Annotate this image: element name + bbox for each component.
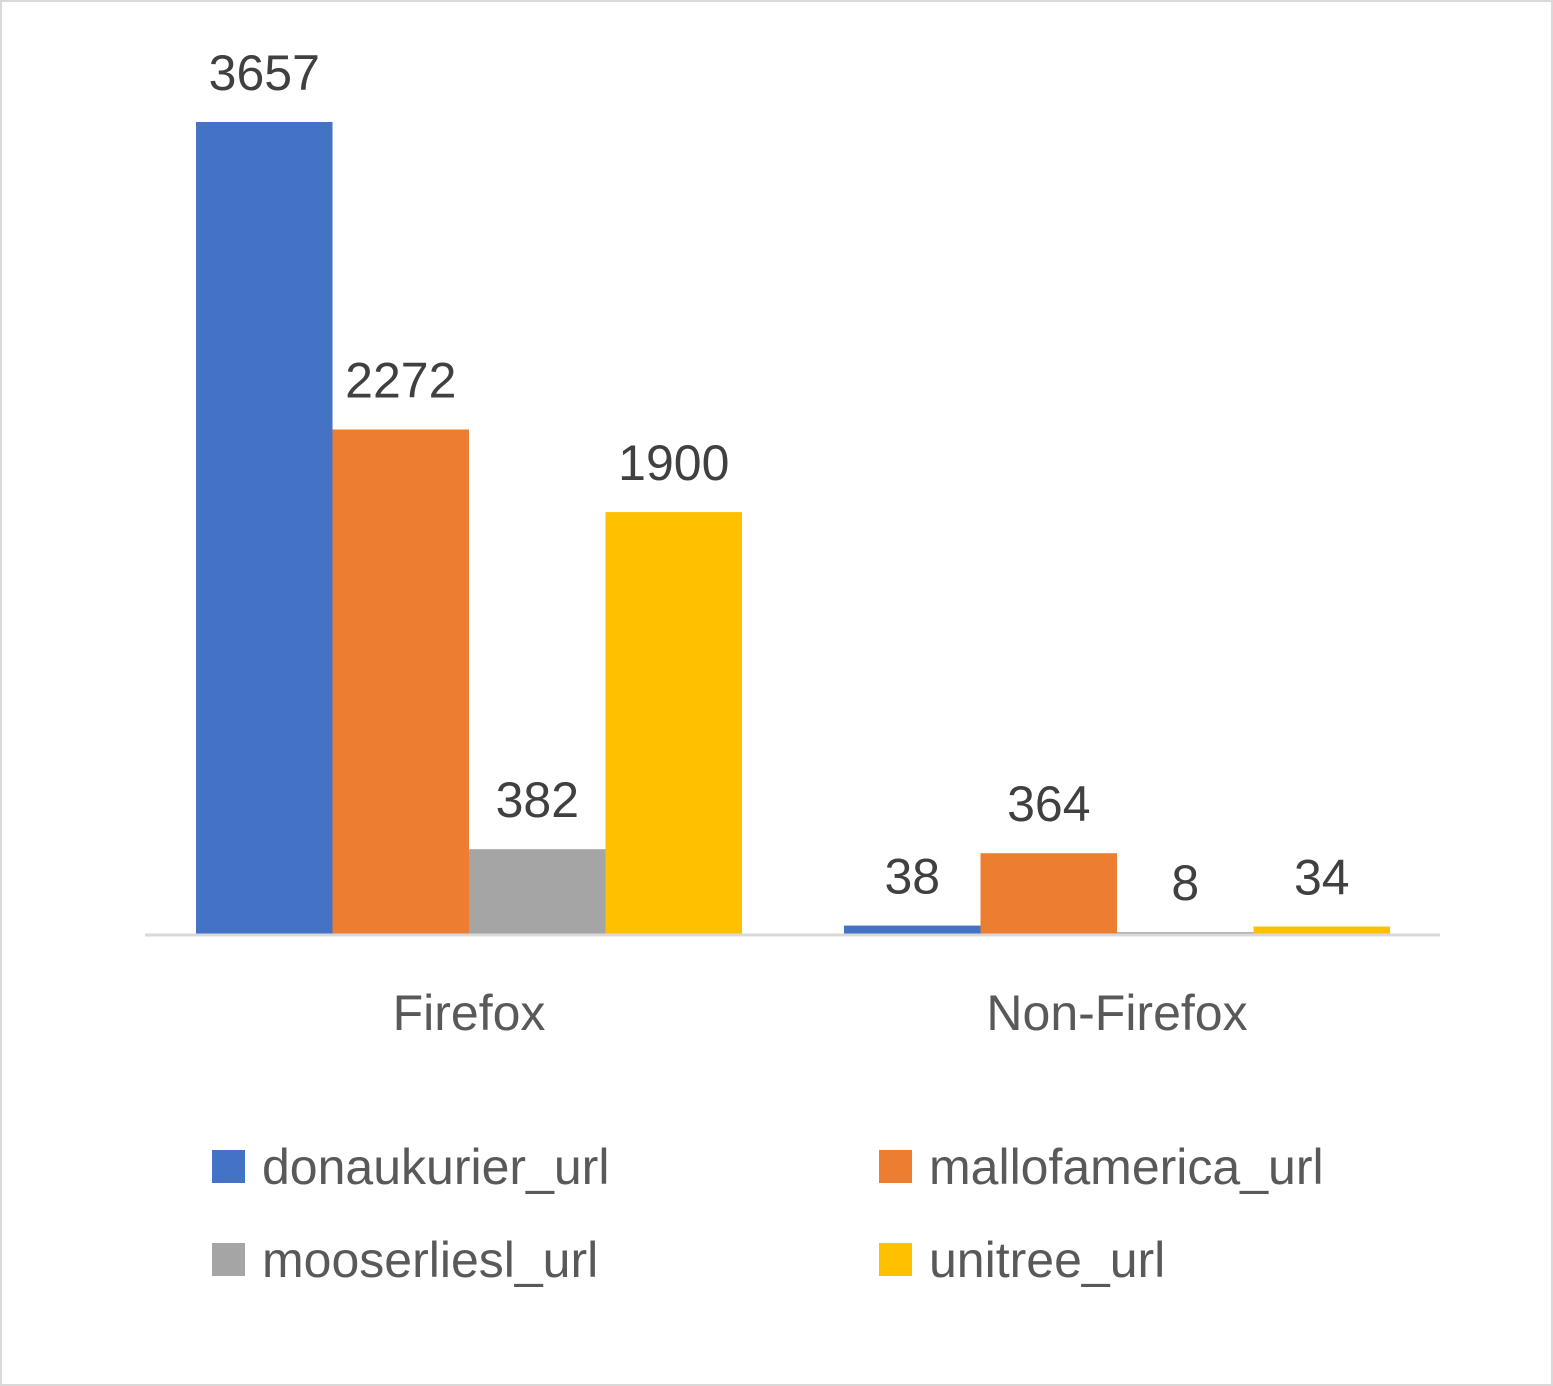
legend-item: unitree_url <box>879 1232 1165 1288</box>
legend-item: mooserliesl_url <box>212 1232 598 1288</box>
data-label: 2272 <box>345 353 456 409</box>
data-label: 8 <box>1171 855 1199 911</box>
data-label: 382 <box>496 772 579 828</box>
legend-label: mooserliesl_url <box>262 1232 598 1288</box>
category-labels-layer: Firefox Non-Firefox <box>393 985 1248 1041</box>
bar-mallofamerica_url-non-firefox <box>980 853 1117 934</box>
category-label: Non-Firefox <box>986 985 1247 1041</box>
legend-item: mallofamerica_url <box>879 1139 1324 1195</box>
bar-mooserliesl_url-firefox <box>469 849 606 934</box>
bar-mallofamerica_url-firefox <box>332 429 469 934</box>
bar-mooserliesl_url-non-firefox <box>1117 932 1254 934</box>
legend-swatch <box>879 1150 912 1183</box>
category-label: Firefox <box>393 985 546 1041</box>
legend-item: donaukurier_url <box>212 1139 609 1195</box>
data-label: 3657 <box>209 45 320 101</box>
legend-label: mallofamerica_url <box>929 1139 1324 1195</box>
legend-swatch <box>879 1243 912 1276</box>
bar-donaukurier_url-firefox <box>196 122 333 934</box>
data-labels-layer: 3657 2272 382 1900 38 364 8 34 <box>209 45 1350 911</box>
legend-swatch <box>212 1243 245 1276</box>
bars-layer <box>196 122 1390 934</box>
legend: donaukurier_url mallofamerica_url mooserli… <box>212 1139 1324 1288</box>
legend-label: unitree_url <box>929 1232 1165 1288</box>
bar-unitree_url-firefox <box>605 512 742 934</box>
legend-swatch <box>212 1150 245 1183</box>
data-label: 34 <box>1294 850 1350 906</box>
data-label: 38 <box>884 849 940 905</box>
data-label: 364 <box>1007 776 1090 832</box>
legend-label: donaukurier_url <box>262 1139 609 1195</box>
data-label: 1900 <box>618 435 729 491</box>
bar-donaukurier_url-non-firefox <box>844 925 981 934</box>
bar-unitree_url-non-firefox <box>1253 926 1390 934</box>
